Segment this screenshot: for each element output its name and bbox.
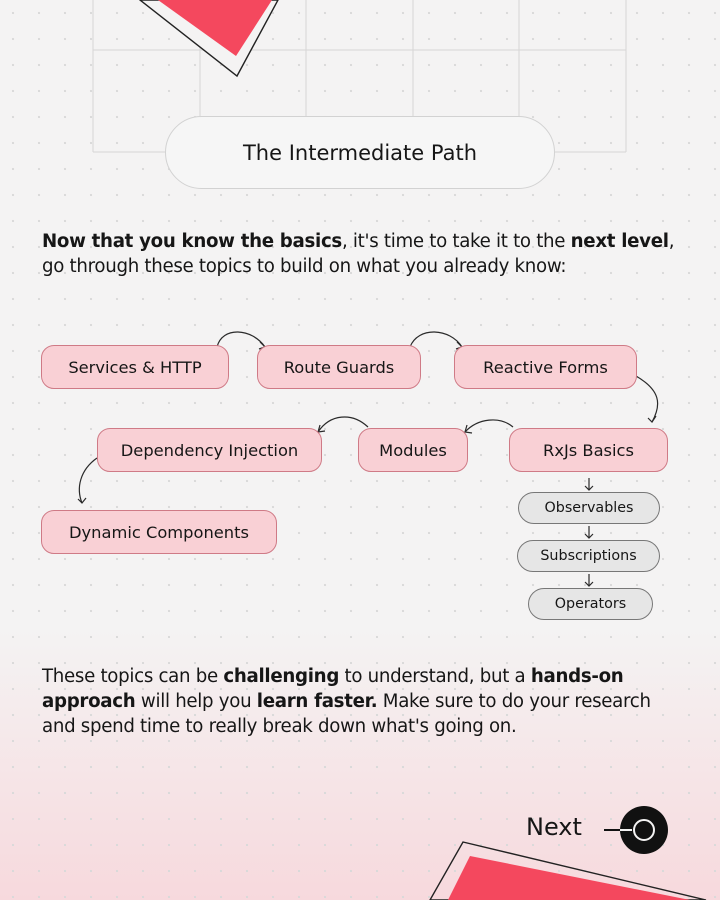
arrow-di-to-dynamic [78, 457, 98, 504]
arrow-forms-to-rxjs [635, 375, 659, 423]
subtopic-operators: Operators [528, 588, 653, 620]
outro-bold-challenging: challenging [223, 666, 340, 687]
topic-rxjs-basics: RxJs Basics [509, 428, 668, 472]
topic-modules: Modules [358, 428, 468, 472]
outro-bold-hands-on: hands-on approach [42, 666, 624, 712]
outro-text-2: to understand, but a [339, 666, 531, 687]
outro-text-4: Make sure to do your research and spend … [42, 691, 651, 737]
bottom-triangle [448, 856, 690, 900]
top-triangle [158, 0, 272, 56]
page-title: The Intermediate Path [165, 116, 555, 189]
outro-bold-learn-faster: learn faster. [256, 691, 378, 712]
arrow-modules-to-di [317, 416, 369, 433]
next-label[interactable]: Next [526, 813, 582, 841]
subtopic-observables: Observables [518, 492, 660, 524]
topic-services-http: Services & HTTP [41, 345, 229, 389]
subtopic-subscriptions: Subscriptions [517, 540, 660, 572]
arrow-services-to-guards [216, 331, 266, 348]
outro-text-1: These topics can be [42, 666, 224, 687]
next-button[interactable] [602, 804, 670, 856]
intro-bold-basics: Now that you know the basics [42, 231, 342, 252]
intro-paragraph: Now that you know the basics, it's time … [42, 229, 692, 279]
intro-text-1: , it's time to take it to the [341, 231, 571, 252]
arrow-rxjs-to-modules [464, 419, 514, 433]
arrow-guards-to-forms [409, 331, 463, 348]
intro-bold-next-level: next level [570, 231, 669, 252]
topic-dynamic-components: Dynamic Components [41, 510, 277, 554]
outro-paragraph: These topics can be challenging to under… [42, 664, 682, 739]
topic-reactive-forms: Reactive Forms [454, 345, 637, 389]
intro-text-2: , go through these topics to build on wh… [42, 231, 675, 277]
topic-route-guards: Route Guards [257, 345, 421, 389]
bottom-triangle-outline [429, 841, 707, 900]
outro-text-3: will help you [135, 691, 257, 712]
topic-dependency-injection: Dependency Injection [97, 428, 322, 472]
arrow-circle-right-icon [604, 806, 668, 854]
